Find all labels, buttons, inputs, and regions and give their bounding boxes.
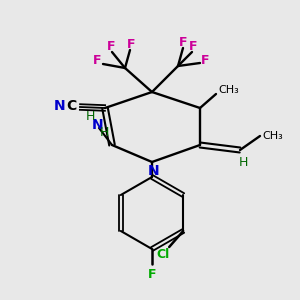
Text: H: H: [85, 110, 95, 124]
Text: F: F: [107, 40, 115, 52]
Text: F: F: [127, 38, 135, 50]
Text: F: F: [148, 268, 156, 281]
Text: CH₃: CH₃: [219, 85, 239, 95]
Text: H: H: [238, 155, 248, 169]
Text: N: N: [148, 164, 160, 178]
Text: N: N: [54, 99, 66, 113]
Text: F: F: [201, 55, 209, 68]
Text: F: F: [179, 35, 187, 49]
Text: CH₃: CH₃: [262, 131, 284, 141]
Text: Cl: Cl: [157, 248, 170, 262]
Text: N: N: [92, 118, 104, 132]
Text: F: F: [189, 40, 197, 53]
Text: H: H: [99, 127, 109, 140]
Text: F: F: [93, 55, 101, 68]
Text: C: C: [66, 99, 76, 113]
